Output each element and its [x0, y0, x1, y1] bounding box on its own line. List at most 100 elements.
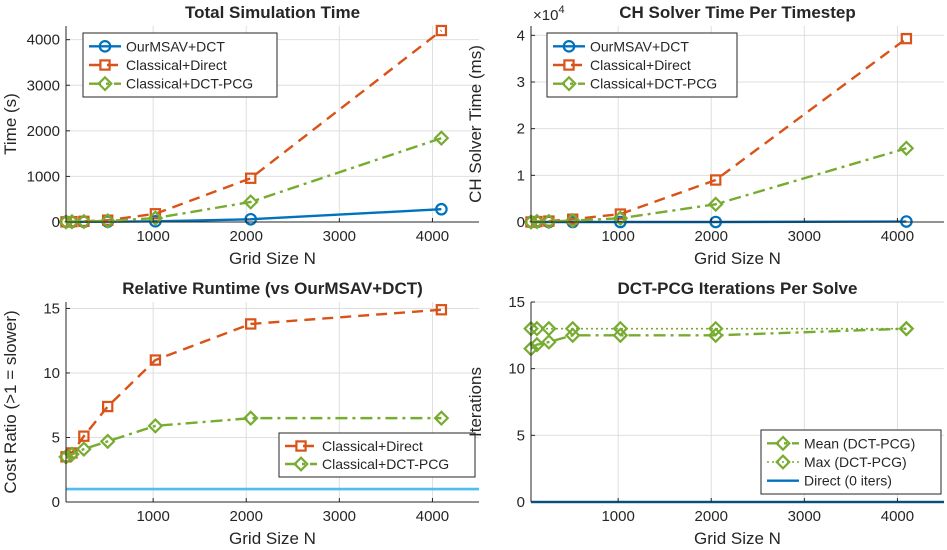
- x-tick-label: 2000: [230, 508, 263, 525]
- x-tick-label: 4000: [881, 228, 914, 245]
- panel-ch-solver-time: CH Solver Time Per Timestep Grid Size N …: [466, 3, 944, 268]
- data-point: [76, 441, 92, 457]
- legend-swatch-marker: [98, 40, 112, 53]
- data-point: [612, 210, 629, 227]
- y-axis-label: Iterations: [466, 367, 485, 437]
- data-point: [710, 174, 722, 186]
- legend-entry: Max (DCT-PCG): [804, 454, 907, 470]
- x-tick-label: 2000: [695, 228, 728, 245]
- data-point: [147, 210, 164, 226]
- panel-relative-runtime: Relative Runtime (vs OurMSAV+DCT) Grid S…: [1, 279, 479, 548]
- series-line: [65, 416, 442, 458]
- x-tick-label: 3000: [788, 228, 821, 245]
- y-axis-label: Cost Ratio (>1 = slower): [1, 310, 20, 493]
- x-tick-label: 2000: [695, 508, 728, 525]
- legend-box: [760, 429, 942, 495]
- x-tick-label: 3000: [323, 228, 356, 245]
- data-point: [78, 430, 90, 442]
- y-tick-label: 15: [43, 300, 60, 317]
- axis-exponent-power: 4: [558, 4, 564, 16]
- data-point: [433, 410, 450, 426]
- chart-title: CH Solver Time Per Timestep: [619, 3, 856, 22]
- y-tick-label: 2: [517, 121, 525, 138]
- legend-swatch-marker: [563, 59, 575, 71]
- x-tick-label: 1000: [601, 508, 634, 525]
- legend-swatch-marker: [775, 435, 791, 452]
- data-point: [99, 213, 116, 229]
- y-tick-label: 0: [517, 214, 525, 231]
- legend-swatch-marker: [561, 75, 577, 92]
- chart-title: Relative Runtime (vs OurMSAV+DCT): [122, 279, 423, 298]
- y-axis-label: CH Solver Time (ms): [466, 45, 485, 203]
- y-tick-label: 10: [43, 365, 60, 382]
- legend-entry: Classical+DCT-PCG: [322, 456, 449, 472]
- x-axis-label: Grid Size N: [229, 249, 316, 268]
- data-point: [614, 208, 627, 220]
- y-tick-label: 0: [52, 494, 60, 511]
- legend-entry: Mean (DCT-PCG): [804, 435, 915, 451]
- y-tick-label: 10: [508, 361, 525, 378]
- legend-swatch-marker: [293, 456, 309, 472]
- data-point: [245, 318, 257, 330]
- data-point: [541, 213, 557, 230]
- data-point: [898, 320, 915, 337]
- data-point: [435, 202, 448, 216]
- legend-swatch-marker: [295, 440, 307, 452]
- y-tick-label: 4000: [27, 32, 60, 49]
- y-tick-label: 2000: [27, 123, 60, 140]
- x-tick-label: 2000: [230, 228, 263, 245]
- legend-swatch-marker: [775, 454, 791, 470]
- data-point: [64, 446, 80, 463]
- data-point: [76, 213, 92, 230]
- legend-entry: Classical+DCT-PCG: [590, 76, 717, 92]
- legend-entry: Classical+DCT-PCG: [126, 76, 253, 92]
- x-axis-label: Grid Size N: [694, 529, 781, 548]
- x-tick-label: 3000: [788, 508, 821, 525]
- data-point: [541, 334, 557, 350]
- data-point: [435, 304, 448, 316]
- data-point: [564, 320, 581, 337]
- y-tick-label: 3: [517, 74, 525, 91]
- x-tick-label: 4000: [881, 508, 914, 525]
- data-point: [529, 213, 545, 230]
- x-axis-label: Grid Size N: [229, 529, 316, 548]
- legend-swatch-marker: [562, 40, 576, 53]
- data-point: [564, 212, 581, 229]
- y-axis-label: Time (s): [1, 93, 20, 155]
- data-point: [707, 327, 724, 344]
- legend-entry: Classical+Direct: [322, 438, 423, 454]
- data-point: [612, 327, 629, 344]
- legend-entry: Classical+Direct: [590, 57, 691, 73]
- x-axis-label: Grid Size N: [694, 249, 781, 268]
- y-tick-label: 15: [508, 294, 525, 311]
- y-tick-label: 0: [517, 494, 525, 511]
- data-point: [707, 320, 724, 337]
- y-tick-label: 3000: [27, 77, 60, 94]
- y-tick-label: 1000: [27, 168, 60, 185]
- data-point: [529, 336, 545, 353]
- x-tick-label: 1000: [136, 508, 169, 525]
- data-point: [898, 140, 915, 157]
- data-point: [541, 320, 557, 337]
- data-point: [149, 354, 162, 366]
- y-tick-label: 0: [52, 214, 60, 231]
- data-point: [149, 208, 162, 220]
- x-tick-label: 4000: [416, 508, 449, 525]
- legend-box: [278, 432, 476, 478]
- y-tick-label: 5: [517, 427, 525, 444]
- chart-title: Total Simulation Time: [185, 3, 360, 22]
- data-point: [244, 212, 258, 226]
- data-point: [707, 196, 724, 213]
- data-point: [564, 327, 581, 344]
- legend-entry: OurMSAV+DCT: [126, 38, 225, 54]
- panel-total-simulation-time: Total Simulation Time Grid Size N Time (…: [1, 3, 479, 268]
- axis-exponent-base: ×10: [533, 7, 558, 24]
- y-tick-label: 5: [52, 429, 60, 446]
- legend-entry: Direct (0 iters): [804, 473, 892, 489]
- x-tick-label: 4000: [416, 228, 449, 245]
- data-point: [58, 214, 74, 230]
- data-point: [147, 418, 164, 434]
- y-tick-label: 1: [517, 167, 525, 184]
- x-tick-label: 1000: [601, 228, 634, 245]
